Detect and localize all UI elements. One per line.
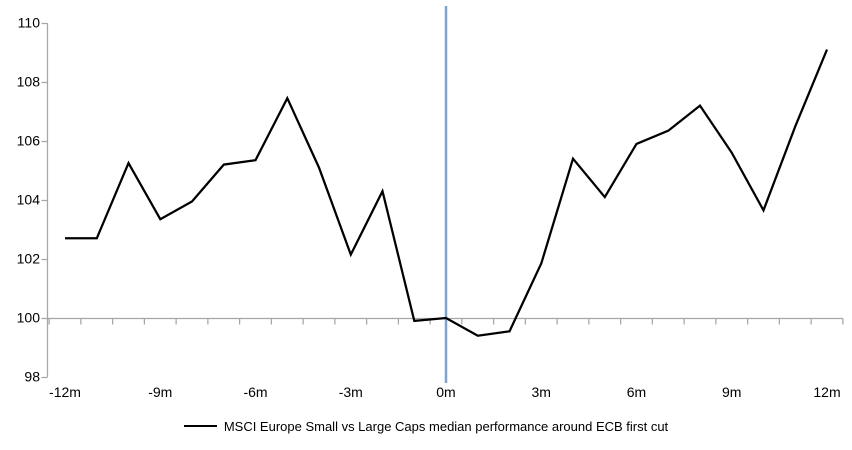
x-tick-label: 0m [436, 384, 455, 400]
x-tick-label: 6m [627, 384, 646, 400]
legend-label: MSCI Europe Small vs Large Caps median p… [223, 418, 669, 434]
y-tick-label: 100 [17, 310, 41, 326]
chart-svg: 98 100 102 104 106 108 110 -12m -9m -6m -3m 0m 3m 6m 9… [17, 6, 844, 400]
y-tick-label: 102 [17, 251, 41, 267]
y-tick-label: 98 [24, 369, 40, 385]
x-tick-label: 12m [813, 384, 840, 400]
x-tick-label: -12m [49, 384, 81, 400]
y-tick-label: 106 [17, 133, 41, 149]
y-tick-label: 110 [18, 15, 41, 31]
x-tick-label: 3m [532, 384, 551, 400]
legend: MSCI Europe Small vs Large Caps median p… [0, 415, 852, 437]
x-tick-label: -9m [148, 384, 172, 400]
y-tick-label: 104 [17, 192, 41, 208]
x-tick-label: 9m [722, 384, 741, 400]
legend-line-marker [183, 425, 217, 427]
x-tick-label: -6m [243, 384, 267, 400]
y-tick-label: 108 [17, 74, 41, 90]
x-tick-label: -3m [339, 384, 363, 400]
series-line [65, 49, 829, 337]
